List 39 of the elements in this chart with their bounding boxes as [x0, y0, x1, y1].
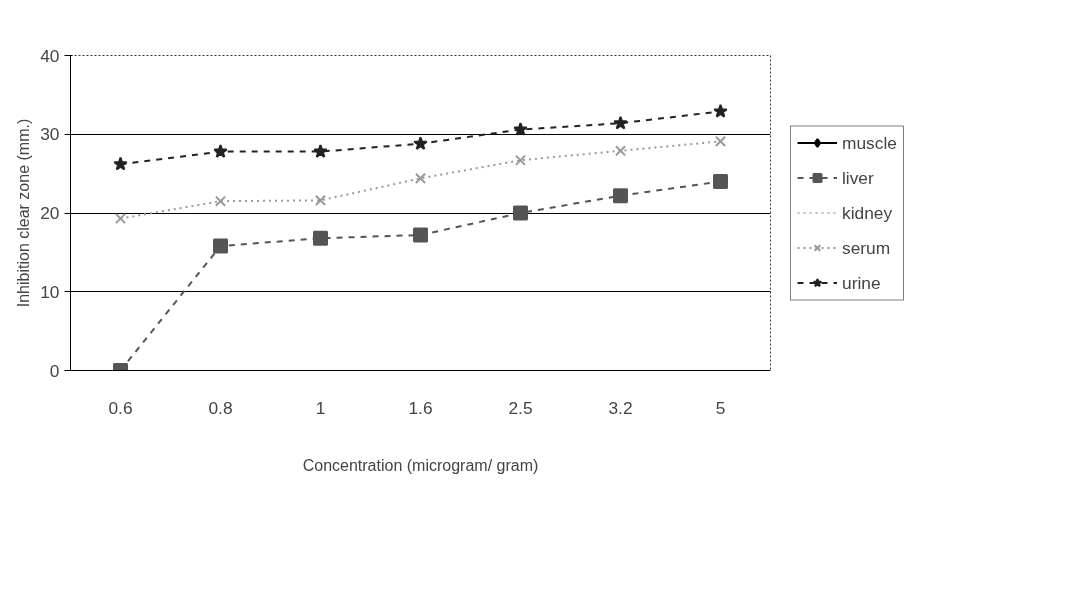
point [713, 174, 728, 189]
point [613, 188, 628, 204]
x-axis-title: Concentration (microgram/ gram) [302, 456, 539, 474]
legend-label: liver [842, 167, 874, 188]
point [614, 145, 627, 157]
point [714, 135, 727, 147]
point [213, 238, 228, 254]
x-tick-label: 1 [315, 397, 326, 418]
legend-label: muscle [842, 132, 897, 153]
x-tick-label: 0.8 [208, 397, 233, 418]
y-tick-label: 10 [40, 281, 60, 302]
x-tick-label: 2.5 [508, 397, 533, 418]
point [214, 195, 227, 207]
point [313, 230, 328, 246]
point [314, 194, 327, 206]
y-tick-label: 40 [40, 45, 60, 66]
point [113, 156, 128, 171]
y-tick-label: 30 [40, 124, 60, 145]
x-tick-label: 0.6 [108, 397, 133, 418]
point [513, 122, 528, 136]
point [414, 172, 427, 184]
y-tick-label: 0 [49, 360, 60, 381]
point [514, 154, 527, 166]
point [513, 205, 528, 221]
x-tick-label: 3.2 [608, 397, 633, 418]
point [413, 227, 428, 243]
x-tick-label: 5 [715, 397, 726, 418]
point [114, 212, 127, 225]
point [313, 144, 328, 158]
point [613, 115, 628, 130]
legend-label: kidney [842, 202, 893, 223]
legend-label: urine [842, 272, 881, 293]
point [413, 136, 428, 150]
y-axis-title: Inhibition clear zone (mm.) [15, 118, 33, 308]
point [713, 103, 728, 118]
x-tick-label: 1.6 [408, 397, 433, 418]
point [213, 144, 228, 158]
legend-label: serum [842, 237, 891, 258]
y-tick-label: 20 [40, 203, 60, 223]
